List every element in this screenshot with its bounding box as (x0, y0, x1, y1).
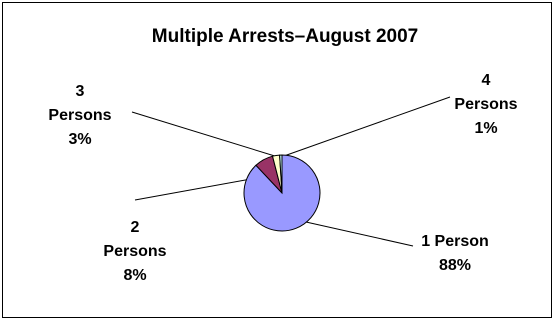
slice-labels: 1 Person 88% 2 Persons 8% 3 Persons 3% 4 Persons 1… (48, 72, 517, 284)
slice-percent-label-4: 1% (474, 120, 497, 137)
slice-category-label-4: Persons (454, 96, 517, 113)
leader-lines (131, 96, 451, 247)
leader-line-3 (131, 111, 279, 158)
slice-percent-label-1: 88% (439, 257, 471, 274)
slice-category-label-2: Persons (103, 243, 166, 260)
slice-category-label-4: 4 (482, 72, 491, 89)
slice-category-label-3: Persons (48, 107, 111, 124)
slice-percent-label-3: 3% (68, 131, 91, 148)
slice-percent-label-2: 8% (123, 267, 146, 284)
slice-category-label-1: 1 Person (421, 233, 489, 250)
chart-title: Multiple Arrests–August 2007 (152, 26, 418, 47)
leader-line-2 (134, 176, 263, 201)
slice-category-label-3: 3 (76, 83, 85, 100)
slice-category-label-2: 2 (131, 219, 140, 236)
leader-line-4 (283, 96, 451, 157)
pie-slices (243, 154, 321, 232)
pie-slice-4 (279, 154, 283, 194)
leader-line-1 (305, 221, 414, 247)
